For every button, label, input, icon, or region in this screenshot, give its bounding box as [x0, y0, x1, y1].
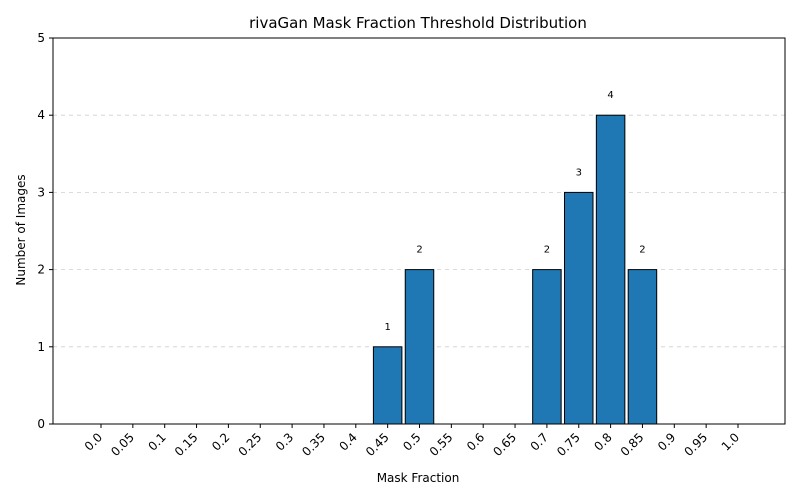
x-tick-label: 0.65 — [490, 430, 519, 459]
data-label-0.7: 2 — [544, 245, 550, 256]
data-labels: 1 2 2 3 4 2 — [384, 90, 645, 333]
bar-0.85 — [627, 269, 658, 425]
data-label-0.45: 1 — [384, 322, 390, 333]
x-tick-label: 0.45 — [363, 430, 392, 459]
x-tick-label: 0.7 — [528, 430, 551, 453]
x-tick-label: 0.0 — [82, 430, 105, 453]
x-tick-label: 0.5 — [400, 430, 423, 453]
bar-0.45 — [372, 346, 403, 425]
x-tick-label: 0.8 — [591, 430, 614, 453]
x-tick-label: 0.15 — [172, 430, 201, 459]
x-tick-label: 0.1 — [145, 430, 168, 453]
x-tick-label: 0.2 — [209, 430, 232, 453]
data-label-0.75: 3 — [576, 167, 582, 178]
x-tick-label: 0.35 — [299, 430, 328, 459]
y-axis-label: Number of Images — [14, 174, 28, 285]
y-tick-label: 5 — [37, 31, 45, 45]
y-axis-ticks: 0 1 2 3 4 5 — [37, 31, 53, 431]
x-tick-label: 0.6 — [464, 430, 487, 453]
y-tick-label: 3 — [37, 185, 45, 199]
x-tick-label: 0.95 — [681, 430, 710, 459]
x-tick-label: 0.25 — [236, 430, 265, 459]
chart-title: rivaGan Mask Fraction Threshold Distribu… — [249, 14, 587, 32]
x-tick-label: 0.3 — [273, 430, 296, 453]
data-label-0.8: 4 — [607, 90, 613, 101]
bar-0.75 — [564, 191, 594, 425]
x-tick-label: 0.55 — [427, 430, 456, 459]
y-tick-label: 2 — [37, 263, 45, 277]
bar-0.8 — [595, 114, 626, 425]
x-tick-label: 0.4 — [337, 430, 360, 453]
x-tick-label: 0.75 — [554, 430, 583, 459]
x-axis-label: Mask Fraction — [377, 471, 460, 485]
data-label-0.85: 2 — [639, 245, 645, 256]
bar-0.5 — [404, 269, 435, 425]
y-tick-label: 1 — [37, 340, 45, 354]
x-tick-label: 1.0 — [719, 430, 742, 453]
data-label-0.5: 2 — [416, 245, 422, 256]
bars — [372, 114, 658, 425]
x-tick-label: 0.9 — [655, 430, 678, 453]
y-tick-label: 0 — [37, 417, 45, 431]
x-axis-ticks: 0.0 0.05 0.1 0.15 0.2 0.25 0.3 0.35 0.4 0.45 0.5 0.… — [82, 424, 742, 459]
x-tick-label: 0.85 — [618, 430, 647, 459]
y-tick-label: 4 — [37, 108, 45, 122]
x-tick-label: 0.05 — [108, 430, 137, 459]
bar-0.7 — [532, 269, 562, 425]
